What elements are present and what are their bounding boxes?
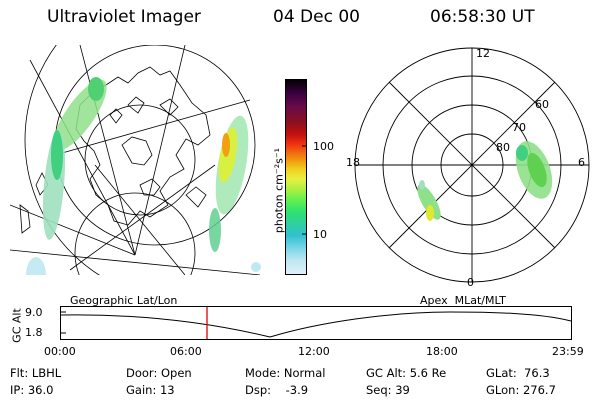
colorbar-label: photon cm⁻²s⁻¹ xyxy=(272,147,286,234)
mlt-label-12: 12 xyxy=(476,47,490,60)
mlt-label-6: 6 xyxy=(578,156,585,169)
info-filter: Flt: LBHL xyxy=(10,366,62,380)
altitude-tick-high: 9.0 xyxy=(25,306,43,319)
info-gain: Gain: 13 xyxy=(126,383,175,397)
date-label: 04 Dec 00 xyxy=(273,7,360,27)
time-tick-4: 23:59 xyxy=(552,345,584,358)
aurora-oval-left xyxy=(26,77,261,275)
info-glon: GLon: 276.7 xyxy=(486,383,556,397)
time-tick-2: 12:00 xyxy=(298,345,330,358)
mlat-label-80: 80 xyxy=(496,141,510,154)
mlt-label-0: 0 xyxy=(467,276,474,289)
info-door: Door: Open xyxy=(126,366,192,380)
mlt-label-18: 18 xyxy=(346,156,360,169)
info-mode: Mode: Normal xyxy=(245,366,326,380)
colorbar xyxy=(285,79,307,275)
geographic-label: Geographic Lat/Lon xyxy=(70,294,178,307)
instrument-title: Ultraviolet Imager xyxy=(47,7,201,27)
altitude-axis-label: GC Alt xyxy=(10,308,24,343)
time-label: 06:58:30 UT xyxy=(430,7,535,27)
polar-plot xyxy=(354,47,590,283)
apex-label: Apex MLat/MLT xyxy=(420,294,506,307)
colorbar-tick-10: 10 xyxy=(313,228,327,241)
aurora-oval-polar xyxy=(417,141,553,221)
time-tick-3: 18:00 xyxy=(426,345,458,358)
info-glat: GLat: 76.3 xyxy=(486,366,550,380)
altitude-tick-low: 1.8 xyxy=(25,326,43,339)
colorbar-tick-100: 100 xyxy=(313,140,334,153)
geographic-map xyxy=(10,45,261,275)
info-dsp: Dsp: -3.9 xyxy=(245,383,309,397)
time-tick-1: 06:00 xyxy=(170,345,202,358)
time-tick-0: 00:00 xyxy=(44,345,76,358)
mlat-label-70: 70 xyxy=(512,121,526,134)
mlat-label-60: 60 xyxy=(535,98,549,111)
info-seq: Seq: 39 xyxy=(366,383,410,397)
info-gc-alt: GC Alt: 5.6 Re xyxy=(366,366,447,380)
info-ip: IP: 36.0 xyxy=(10,383,54,397)
altitude-plot xyxy=(60,306,572,340)
